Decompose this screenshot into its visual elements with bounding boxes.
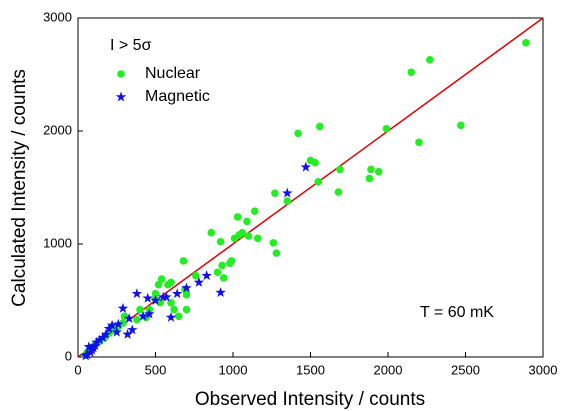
data-point (179, 257, 188, 265)
data-point (336, 165, 344, 174)
data-point (457, 121, 465, 130)
legend-title: I > 5σ (110, 37, 152, 54)
x-tick-label: 1500 (296, 362, 325, 377)
data-point (311, 158, 319, 167)
y-axis-label: Calculated Intensity / counts (9, 69, 30, 307)
data-point (144, 308, 155, 319)
data-point (171, 288, 183, 299)
x-tick-label: 3000 (529, 362, 558, 377)
data-point (181, 282, 192, 293)
data-point (88, 342, 99, 353)
data-point (201, 270, 212, 281)
data-point (271, 189, 279, 197)
data-point (97, 332, 109, 343)
x-tick-label: 1000 (219, 362, 248, 377)
data-point (226, 259, 234, 268)
legend-marker (117, 70, 125, 78)
data-point (213, 268, 222, 277)
data-point (522, 39, 530, 47)
data-point (100, 328, 112, 339)
data-point (123, 313, 135, 324)
x-tick-label: 2000 (374, 362, 403, 377)
data-point (113, 318, 124, 329)
data-point (314, 178, 323, 186)
data-point (283, 197, 292, 205)
data-point (250, 207, 259, 216)
data-point (269, 239, 278, 247)
data-point (150, 295, 161, 305)
data-point (300, 161, 312, 172)
data-point (316, 122, 324, 131)
data-point (164, 280, 172, 289)
data-point (157, 275, 166, 283)
data-point (219, 274, 228, 282)
data-point (294, 129, 302, 138)
data-point (207, 228, 216, 237)
data-point (136, 305, 144, 314)
data-point (89, 340, 101, 351)
data-point (407, 68, 416, 77)
y-tick-label: 2000 (43, 122, 72, 137)
data-point (365, 174, 374, 183)
data-point (85, 346, 96, 357)
data-point (233, 213, 242, 221)
data-point (216, 237, 225, 246)
data-point (272, 249, 281, 257)
data-point (117, 302, 129, 313)
annotation: T = 60 mK (420, 304, 494, 321)
data-point (80, 350, 91, 361)
data-point (158, 291, 169, 302)
x-tick-label: 500 (145, 362, 167, 377)
data-point (133, 315, 141, 324)
legend-marker (115, 91, 127, 102)
data-point (334, 188, 343, 196)
data-point (122, 328, 133, 339)
data-point (131, 288, 143, 299)
data-point (165, 311, 177, 322)
x-tick-label: 2500 (451, 362, 480, 377)
data-point (215, 287, 226, 298)
y-tick-label: 1000 (43, 235, 72, 250)
legend-label: Magnetic (145, 88, 210, 105)
data-point (193, 276, 205, 287)
data-point (367, 165, 375, 174)
data-point (415, 138, 423, 147)
data-point (230, 234, 239, 243)
data-point (192, 271, 200, 280)
data-point (426, 56, 434, 64)
y-tick-label: 0 (65, 348, 72, 363)
data-point (218, 261, 226, 270)
data-point (151, 289, 160, 298)
data-point (182, 305, 191, 314)
data-point (103, 323, 115, 334)
data-point (382, 124, 391, 133)
data-point (142, 292, 153, 303)
data-point (243, 217, 251, 226)
data-point (111, 326, 122, 337)
data-point (91, 336, 102, 347)
x-tick-label: 0 (74, 362, 81, 377)
data-point (154, 280, 163, 289)
y-tick-label: 3000 (43, 9, 72, 24)
x-axis-label: Observed Intensity / counts (195, 389, 425, 410)
data-point (106, 319, 118, 330)
data-point (83, 341, 95, 352)
legend-label: Nuclear (145, 65, 201, 82)
data-point (282, 187, 293, 198)
data-point (170, 305, 178, 314)
data-point (86, 344, 98, 355)
data-point (156, 298, 164, 307)
data-point (137, 310, 149, 321)
data-point (374, 167, 383, 176)
data-point (127, 324, 138, 335)
data-point (182, 291, 191, 299)
data-point (244, 232, 253, 240)
data-point (174, 312, 183, 321)
data-point (253, 234, 262, 243)
data-point (94, 334, 105, 345)
